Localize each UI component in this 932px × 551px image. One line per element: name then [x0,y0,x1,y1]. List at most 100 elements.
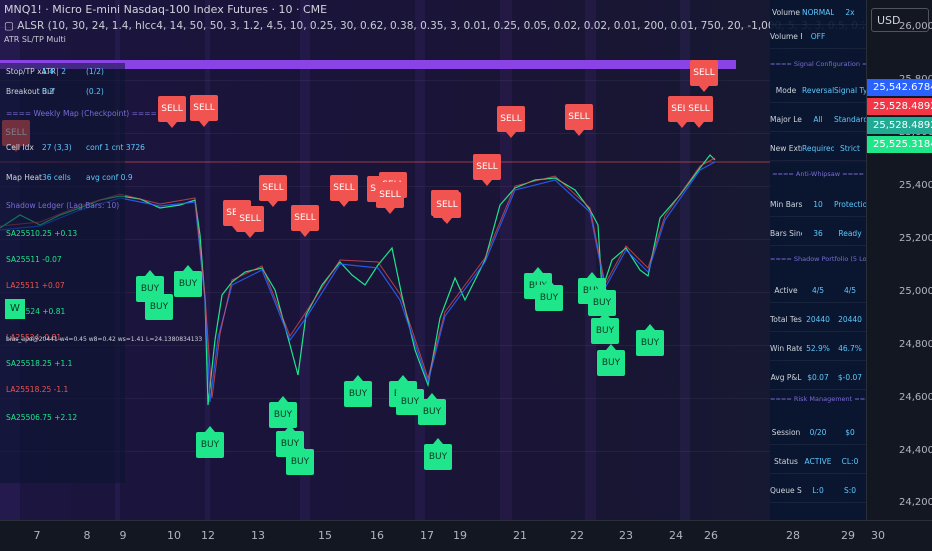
stats-cell: CL:0 [841,456,859,466]
time-tick: 17 [420,529,434,542]
left-panel-extra: (0.2) [86,87,104,96]
left-panel-value: 1.4 | 2 [42,67,66,76]
stats-cell: All [813,114,823,124]
stats-row: Avg P&L $0.07 $-0.07 [770,365,866,390]
left-panel-label: SA25511 -0.07 [6,255,62,264]
ma-line-red [0,157,716,399]
stats-cell: 46.7% [838,343,862,353]
left-panel-label: Breakout Buf [6,87,55,96]
stats-cell: New Extreme [770,143,802,153]
stats-cell: Protection Level [834,199,866,209]
time-tick: 23 [619,529,633,542]
indicator-sublabel: ATR SL/TP Multi [4,35,66,44]
left-panel-label: LA25524 -0.81 [6,333,62,342]
left-panel-label: ==== Weekly Map (Checkpoint) ==== [6,109,157,118]
stats-cell: $-0.07 [837,372,863,382]
stats-cell: Bars Since Signal [770,228,802,238]
sell-signal: SELL [330,175,358,207]
left-panel-label: LA25511 +0.07 [6,281,65,290]
buy-signal: BUY [535,279,563,311]
left-panel-value: 27 (3,3) [42,143,72,152]
gridline [0,27,866,28]
stats-cell: 20440 [806,314,830,324]
stats-cell: 2x [845,7,855,17]
gridline [0,186,866,187]
stats-row: New ExtremeRequired Strict [770,136,866,161]
left-panel-label: Stop/TP xATR [6,67,56,76]
buy-signal: BUY [597,344,625,376]
left-panel-label: SA25524 +0.81 [6,307,66,316]
stats-row: Min Bars Between 10 Protection Level [770,192,866,217]
chart-title: MNQ1! · Micro E-mini Nasdaq-100 Index Fu… [4,3,328,16]
stats-row: Active 4/5 4/5 [770,278,866,303]
stats-cell: Standard [834,114,866,124]
w-badge: W [5,299,25,319]
sell-signal: SELL [433,192,461,224]
time-tick: 13 [251,529,265,542]
buy-signal: BUY [344,375,372,407]
time-tick: 28 [786,529,800,542]
sell-signal: SELL [259,175,287,207]
stats-cell: Signal Type [834,85,866,95]
stats-cell: OFF [810,31,826,41]
sell-signal: SELL [291,205,319,237]
sell-signal: SELL [690,60,718,92]
left-panel-label: SA25510.25 +0.13 [6,229,78,238]
session-band [300,0,310,520]
stats-section-header: ==== Anti-Whipsaw ==== [772,170,864,178]
time-axis[interactable]: 7 8 9 10 12 13 15 16 17 19 21 22 23 24 26 28 29 30 [0,520,932,551]
left-panel-value: 36 cells [42,173,71,182]
stats-row: Volume Filter OFF [770,24,866,49]
stats-section-header: ==== Signal Configuration ==== [770,60,866,68]
stats-row: Total Tested 20440 20440 [770,307,866,332]
time-tick: 9 [119,529,127,542]
left-info-panel: Stop/TP xATR 1.4 | 2 (1/2) Breakout Buf 0.2 (… [0,63,202,483]
price-tick: 26,000.00 [899,21,932,32]
time-tick: 16 [370,529,384,542]
stats-row: Volume NORMAL 2x [770,0,866,25]
left-panel-value: 0.2 [42,87,54,96]
stats-row: Major Levels All Standard [770,107,866,132]
price-tick: 24,200.00 [899,497,932,508]
stats-cell: Total Tested [770,314,802,324]
stats-cell: Major Levels [770,114,802,124]
stats-cell: $0.07 [807,372,829,382]
price-tick: 24,600.00 [899,392,932,403]
time-tick: 22 [570,529,584,542]
stats-cell: $0 [845,427,855,437]
sell-signal: SELL [685,96,713,128]
currency-selector[interactable]: USD [871,8,929,32]
session-band [585,0,596,520]
stats-cell: Status [774,456,798,466]
stats-row: Session 0/20 $0 [770,420,866,445]
gridline [0,292,866,293]
stats-cell: ACTIVE [804,456,832,466]
signal-strip [0,60,736,69]
stats-row: Queue Status L:0 S:0 [770,478,866,503]
stats-cell: Required [802,143,834,153]
buy-signal: BUY [174,265,202,297]
buy-signal: BUY [418,393,446,425]
stats-cell: S:0 [843,485,857,495]
sell-signal: SELL [190,95,218,127]
indicator-params[interactable]: ▢ ALSR (10, 30, 24, 1.4, hlcc4, 14, 50, … [4,20,864,32]
stats-cell: Mode [775,85,797,95]
stats-cell: Active [774,285,798,295]
left-panel-label: LA25518.25 -1.1 [6,385,69,394]
chart-area[interactable]: MNQ1! · Micro E-mini Nasdaq-100 Index Fu… [0,0,866,520]
stats-cell: Avg P&L [770,372,802,382]
price-tag: 25,528.4892 [867,117,932,134]
stats-cell: 36 [813,228,823,238]
time-tick: 21 [513,529,527,542]
time-tick: 29 [841,529,855,542]
price-axis[interactable]: USD 26,000.0025,800.0025,600.0025,400.00… [866,0,932,520]
stats-cell: Win Rate [770,343,802,353]
session-band [680,0,690,520]
price-tag: 25,542.6784 [867,79,932,96]
buy-signal: BUY [591,312,619,344]
gridline [0,80,866,81]
stats-cell: Session [771,427,801,437]
stats-row: Status ACTIVE CL:0 [770,449,866,474]
price-tag: 25,528.4892 [867,98,932,115]
